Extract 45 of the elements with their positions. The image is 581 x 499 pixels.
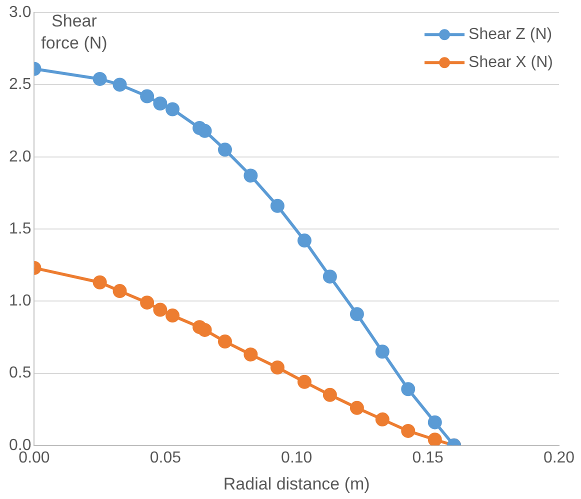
y-tick-label: 0.5 [8, 364, 32, 382]
point [166, 102, 180, 116]
y-tick-label: 2.5 [8, 76, 32, 94]
point [198, 124, 212, 138]
legend-label: Shear X (N) [468, 54, 553, 72]
point [401, 382, 416, 396]
point [428, 432, 442, 446]
x-tick-label: 0.00 [18, 449, 50, 466]
x-tick-label: 0.05 [150, 449, 182, 466]
point [297, 374, 312, 389]
point [112, 284, 127, 298]
x-tick-label: 0.15 [412, 449, 444, 466]
point [375, 412, 390, 426]
point [140, 296, 154, 310]
point [244, 168, 258, 183]
point [218, 334, 232, 349]
point [322, 270, 337, 284]
y-axis-title: Shear force (N) [41, 12, 108, 53]
point [153, 96, 168, 110]
point [322, 388, 337, 402]
point [198, 322, 212, 337]
point [350, 307, 364, 322]
point [350, 400, 364, 415]
point [166, 308, 180, 323]
point [92, 72, 107, 86]
y-tick-label: 1.5 [8, 220, 32, 238]
point [92, 275, 107, 290]
y-tick-label: 2.0 [8, 148, 32, 166]
point [244, 348, 258, 362]
point [375, 344, 390, 359]
point [140, 89, 154, 104]
legend-label: Shear Z (N) [468, 26, 552, 44]
point [270, 198, 284, 213]
point [401, 424, 416, 438]
point [428, 415, 442, 430]
point [297, 234, 312, 248]
x-tick-label: 0.20 [543, 449, 575, 466]
point [270, 360, 284, 374]
point [218, 142, 232, 157]
y-tick-label: 1.0 [8, 292, 32, 310]
x-axis-title: Radial distance (m) [223, 474, 370, 494]
y-tick-label: 3.0 [8, 4, 32, 22]
point [112, 78, 127, 92]
x-tick-label: 0.10 [281, 449, 312, 466]
point [153, 302, 168, 317]
